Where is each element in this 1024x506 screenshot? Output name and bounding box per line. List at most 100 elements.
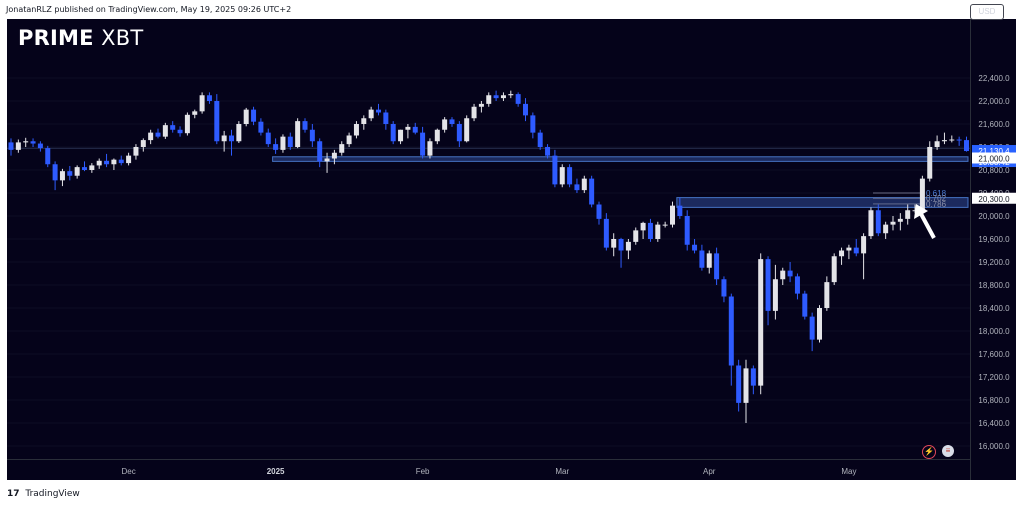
candle-body[interactable]	[412, 126, 418, 133]
candle-body[interactable]	[59, 171, 65, 181]
candle-body[interactable]	[912, 210, 918, 212]
candle-body[interactable]	[229, 135, 234, 142]
chart-area[interactable]: 0.618 0.702 0.786 22,400.0 22,000.0 21,600.0…	[7, 19, 1016, 480]
candle-body[interactable]	[647, 222, 653, 239]
candle-body[interactable]	[736, 365, 742, 403]
candle-body[interactable]	[692, 244, 698, 251]
candle-body[interactable]	[758, 259, 764, 386]
candle-body[interactable]	[794, 276, 800, 294]
candle-body[interactable]	[324, 158, 330, 162]
supply-zone-2[interactable]	[676, 197, 969, 208]
candle-body[interactable]	[37, 143, 43, 149]
candle-body[interactable]	[868, 210, 874, 237]
candle-body[interactable]	[750, 368, 756, 386]
candle-body[interactable]	[589, 178, 595, 205]
candle-body[interactable]	[890, 221, 896, 225]
candle-body[interactable]	[780, 270, 786, 280]
candle-body[interactable]	[148, 132, 154, 141]
price-axis[interactable]: 22,400.022,000.021,600.021,200.020,800.0…	[970, 19, 1016, 480]
candle-body[interactable]	[199, 95, 205, 112]
candle-body[interactable]	[67, 171, 73, 176]
candle-body[interactable]	[559, 167, 565, 185]
candle-body[interactable]	[427, 141, 433, 156]
candle-body[interactable]	[721, 279, 727, 297]
lightning-icon[interactable]: ⚡	[922, 445, 936, 459]
candle-body[interactable]	[331, 152, 337, 159]
candle-body[interactable]	[23, 141, 29, 143]
candle-body[interactable]	[221, 135, 227, 142]
candle-body[interactable]	[802, 293, 808, 317]
candle-body[interactable]	[817, 308, 822, 340]
candle-body[interactable]	[104, 160, 110, 165]
candle-body[interactable]	[368, 109, 374, 119]
candle-body[interactable]	[265, 132, 271, 145]
candle-body[interactable]	[339, 144, 345, 153]
candle-body[interactable]	[287, 136, 293, 147]
candle-body[interactable]	[376, 109, 381, 113]
candle-body[interactable]	[905, 210, 911, 219]
candle-body[interactable]	[839, 250, 845, 257]
candle-body[interactable]	[684, 216, 690, 245]
candle-body[interactable]	[52, 164, 58, 181]
candle-body[interactable]	[824, 282, 830, 308]
candle-body[interactable]	[545, 147, 551, 156]
candle-body[interactable]	[140, 140, 146, 147]
candle-body[interactable]	[177, 129, 183, 134]
candle-body[interactable]	[184, 114, 190, 134]
candle-body[interactable]	[273, 144, 279, 150]
candle-body[interactable]	[809, 316, 815, 340]
supply-zone-1[interactable]	[272, 156, 969, 162]
candle-body[interactable]	[949, 139, 955, 141]
candle-body[interactable]	[765, 259, 771, 311]
candle-body[interactable]	[236, 124, 242, 142]
candle-body[interactable]	[251, 109, 257, 122]
currency-button[interactable]: USD	[970, 4, 1004, 20]
candle-body[interactable]	[581, 178, 587, 191]
candle-body[interactable]	[625, 241, 631, 251]
candle-body[interactable]	[603, 218, 609, 248]
candle-body[interactable]	[317, 141, 323, 162]
candle-body[interactable]	[405, 126, 411, 130]
candle-body[interactable]	[537, 132, 543, 147]
candle-body[interactable]	[875, 210, 881, 234]
candle-body[interactable]	[552, 155, 558, 185]
candle-body[interactable]	[214, 101, 220, 142]
candle-body[interactable]	[464, 118, 470, 142]
candle-body[interactable]	[162, 125, 168, 137]
candle-body[interactable]	[118, 159, 124, 164]
time-axis[interactable]: Dec 2025 Feb Mar Apr May	[7, 459, 970, 480]
candle-body[interactable]	[618, 239, 624, 251]
us-flag-icon[interactable]: ≡	[942, 445, 954, 457]
candle-body[interactable]	[728, 296, 734, 366]
candle-body[interactable]	[111, 159, 117, 165]
candle-body[interactable]	[500, 95, 506, 99]
candle-body[interactable]	[897, 218, 903, 222]
candle-body[interactable]	[956, 139, 962, 141]
candle-body[interactable]	[934, 141, 940, 147]
candle-body[interactable]	[515, 94, 521, 104]
candle-body[interactable]	[471, 106, 477, 119]
candle-body[interactable]	[96, 160, 102, 166]
candle-body[interactable]	[456, 124, 462, 142]
candle-body[interactable]	[74, 167, 80, 176]
candle-body[interactable]	[45, 148, 51, 165]
candle-body[interactable]	[919, 178, 925, 211]
candle-body[interactable]	[192, 111, 198, 115]
candle-body[interactable]	[206, 95, 212, 101]
candle-body[interactable]	[243, 109, 249, 124]
candle-body[interactable]	[596, 204, 602, 219]
candle-body[interactable]	[89, 165, 95, 170]
candle-body[interactable]	[30, 141, 36, 144]
candle-body[interactable]	[398, 129, 404, 142]
candle-body[interactable]	[831, 256, 837, 283]
candle-body[interactable]	[478, 103, 484, 107]
candle-body[interactable]	[927, 147, 933, 179]
candle-body[interactable]	[309, 129, 315, 142]
candle-body[interactable]	[846, 247, 852, 251]
candle-body[interactable]	[361, 118, 367, 124]
candle-body[interactable]	[574, 184, 580, 191]
candle-body[interactable]	[861, 236, 867, 254]
candle-body[interactable]	[155, 132, 161, 137]
candle-body[interactable]	[508, 94, 514, 96]
